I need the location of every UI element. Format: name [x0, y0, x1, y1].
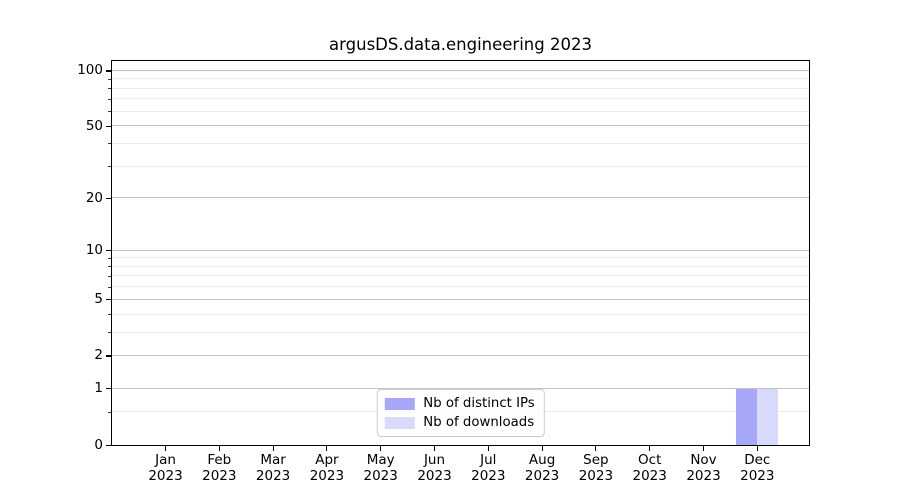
x-tick-label: Nov 2023: [686, 452, 721, 484]
plot-area: Nb of distinct IPs Nb of downloads: [111, 60, 810, 446]
y-gridline-minor: [112, 142, 809, 144]
y-gridline: [112, 69, 809, 71]
y-gridline-minor: [112, 87, 809, 89]
x-tick-label: Oct 2023: [632, 452, 667, 484]
y-tick-mark-minor: [108, 266, 111, 268]
y-gridline: [112, 125, 809, 127]
y-gridline: [112, 298, 809, 300]
legend: Nb of distinct IPs Nb of downloads: [376, 389, 545, 437]
y-tick-mark-minor: [108, 411, 111, 413]
y-tick-mark: [106, 250, 111, 252]
legend-item-distinct-ips: Nb of distinct IPs: [384, 396, 535, 411]
y-tick-mark-minor: [108, 275, 111, 277]
legend-label-downloads: Nb of downloads: [423, 415, 535, 430]
y-gridline: [112, 197, 809, 199]
y-tick-label: 5: [94, 291, 103, 308]
y-gridline-minor: [112, 286, 809, 288]
y-gridline-minor: [112, 313, 809, 315]
x-tick-label: May 2023: [363, 452, 398, 484]
x-tick-mark: [272, 446, 274, 451]
y-tick-mark: [106, 70, 111, 72]
y-gridline: [112, 387, 809, 389]
legend-item-downloads: Nb of downloads: [384, 415, 534, 430]
x-tick-mark: [487, 446, 489, 451]
x-tick-label: Sep 2023: [578, 452, 614, 484]
y-tick-label: 1: [94, 380, 103, 397]
x-tick-mark: [702, 446, 705, 451]
x-tick-mark: [326, 446, 328, 451]
y-gridline-minor: [112, 331, 809, 333]
x-tick-label: Feb 2023: [202, 452, 237, 484]
y-tick-mark-minor: [108, 111, 111, 113]
x-tick-mark: [218, 446, 220, 451]
y-tick-mark-minor: [108, 166, 111, 168]
x-tick-label: Dec 2023: [740, 452, 775, 484]
x-tick-label: Jun 2023: [417, 452, 452, 484]
x-tick-label: Jul 2023: [471, 452, 506, 484]
y-gridline-minor: [112, 275, 809, 277]
legend-swatch-distinct-ips-icon: [384, 397, 415, 410]
y-tick-mark-minor: [108, 314, 111, 315]
y-tick-mark: [106, 299, 111, 301]
y-tick-label: 50: [85, 117, 103, 134]
y-tick-mark-minor: [108, 286, 111, 288]
y-tick-label: 0: [94, 436, 103, 453]
x-tick-label: Mar 2023: [255, 452, 291, 484]
x-tick-label: Jan 2023: [148, 452, 183, 484]
y-tick-mark-minor: [108, 332, 111, 334]
bar-distinct-ips: [736, 388, 758, 445]
y-tick-mark-minor: [108, 257, 111, 259]
y-tick-mark: [106, 125, 111, 127]
y-gridline-minor: [112, 165, 809, 167]
x-tick-mark: [433, 446, 436, 451]
x-tick-mark: [756, 446, 758, 451]
y-tick-mark: [106, 388, 111, 390]
legend-swatch-downloads-icon: [384, 416, 415, 429]
chart-title: argusDS.data.engineering 2023: [329, 35, 592, 54]
y-tick-label: 20: [85, 189, 103, 206]
y-tick-mark: [106, 355, 111, 357]
y-tick-label: 10: [85, 242, 103, 259]
y-gridline-minor: [112, 110, 809, 112]
y-tick-label: 100: [77, 62, 103, 79]
x-tick-mark: [541, 446, 543, 451]
y-tick-mark-minor: [108, 78, 111, 80]
y-gridline: [112, 249, 809, 251]
y-tick-mark-minor: [108, 88, 111, 90]
x-tick-mark: [595, 446, 597, 451]
y-tick-mark-minor: [108, 98, 111, 100]
y-tick-mark-minor: [108, 143, 111, 145]
legend-label-distinct-ips: Nb of distinct IPs: [423, 396, 535, 411]
y-gridline-minor: [112, 98, 809, 100]
y-tick-mark: [106, 444, 111, 446]
y-gridline-minor: [112, 78, 809, 80]
y-tick-mark: [106, 197, 111, 199]
y-gridline-minor: [112, 257, 809, 259]
y-tick-label: 2: [94, 347, 103, 364]
x-tick-label: Aug 2023: [524, 452, 560, 484]
x-tick-mark: [649, 446, 651, 451]
x-tick-mark: [164, 446, 167, 451]
x-tick-mark: [380, 446, 382, 451]
y-gridline-minor: [112, 265, 809, 267]
y-gridline: [112, 354, 809, 356]
bar-downloads: [757, 388, 779, 445]
x-tick-label: Apr 2023: [309, 452, 345, 484]
